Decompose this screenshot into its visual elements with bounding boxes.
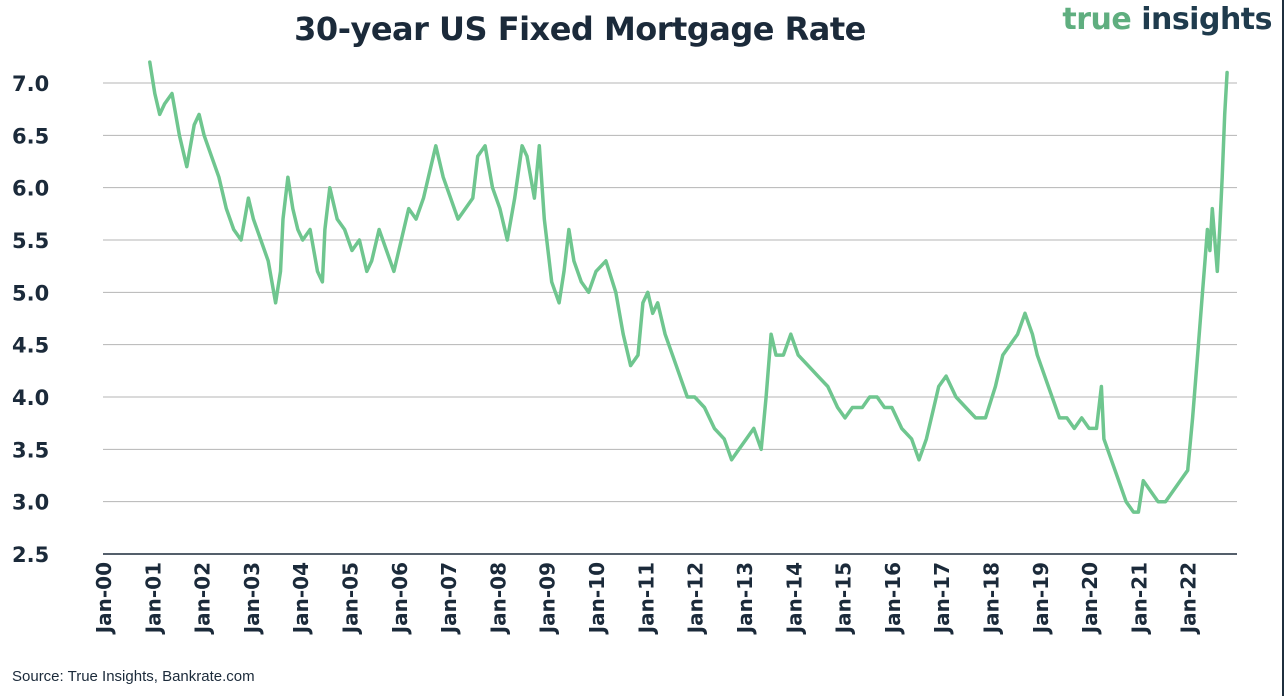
- x-tick-label: Jan-22: [1177, 562, 1201, 635]
- x-tick-label: Jan-00: [92, 562, 116, 635]
- y-tick-label: 2.5: [12, 543, 49, 567]
- y-axis-ticks: 2.5 3.0 3.5 4.0 4.5 5.0 5.5 6.0 6.5 7.0: [12, 72, 49, 567]
- logo-word-true: true: [1062, 2, 1132, 37]
- y-tick-label: 5.0: [12, 281, 49, 305]
- y-tick-label: 7.0: [12, 72, 49, 96]
- x-tick-label: Jan-15: [832, 562, 856, 635]
- x-tick-label: Jan-14: [782, 562, 806, 635]
- y-tick-label: 6.5: [12, 124, 49, 148]
- x-tick-label: Jan-18: [979, 562, 1003, 635]
- x-tick-label: Jan-11: [634, 562, 658, 635]
- x-axis-ticks: Jan-00 Jan-01 Jan-02 Jan-03 Jan-04 Jan-05 Jan-…: [92, 562, 1201, 635]
- y-tick-label: 3.5: [12, 438, 49, 462]
- x-tick-label: Jan-13: [733, 562, 757, 635]
- x-tick-label: Jan-12: [684, 562, 708, 635]
- x-tick-label: Jan-07: [437, 562, 461, 635]
- x-tick-label: Jan-16: [881, 562, 905, 635]
- x-tick-label: Jan-03: [240, 562, 264, 635]
- x-tick-label: Jan-04: [289, 562, 313, 635]
- series-line: [148, 60, 1229, 514]
- x-tick-label: Jan-08: [486, 562, 510, 635]
- x-tick-label: Jan-01: [141, 562, 165, 635]
- y-tick-label: 4.5: [12, 334, 49, 358]
- y-tick-label: 4.0: [12, 386, 49, 410]
- y-tick-label: 3.0: [12, 491, 49, 515]
- series-layer: [148, 60, 1229, 514]
- x-tick-label: Jan-02: [191, 562, 215, 635]
- brand-logo: true insights: [1062, 2, 1272, 37]
- logo-word-insights: insights: [1141, 2, 1272, 37]
- x-tick-label: Jan-09: [536, 562, 560, 635]
- x-tick-label: Jan-20: [1078, 562, 1102, 635]
- x-tick-label: Jan-21: [1127, 562, 1151, 635]
- source-note: Source: True Insights, Bankrate.com: [12, 668, 255, 685]
- x-tick-label: Jan-19: [1029, 562, 1053, 635]
- x-tick-label: Jan-05: [339, 562, 363, 635]
- x-tick-label: Jan-17: [930, 562, 954, 635]
- x-tick-label: Jan-06: [388, 562, 412, 635]
- gridlines: [103, 82, 1237, 555]
- y-tick-label: 5.5: [12, 229, 49, 253]
- chart-title: 30-year US Fixed Mortgage Rate: [294, 10, 866, 48]
- y-tick-label: 6.0: [12, 177, 49, 201]
- x-tick-label: Jan-10: [585, 562, 609, 635]
